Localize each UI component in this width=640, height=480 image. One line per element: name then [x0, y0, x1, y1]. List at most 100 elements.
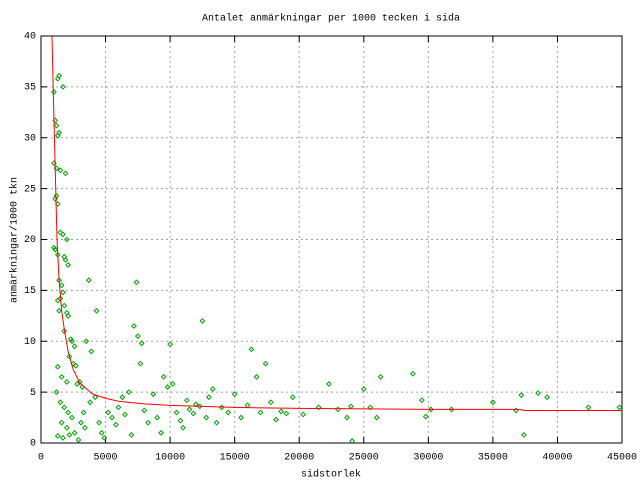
data-point [377, 373, 384, 380]
data-point [180, 424, 186, 431]
data-point [133, 279, 140, 286]
x-tick-label: 45000 [607, 453, 637, 464]
data-point [422, 413, 429, 420]
data-point [101, 435, 108, 441]
data-point [535, 390, 541, 397]
x-tick-label: 20000 [284, 453, 314, 464]
data-point [67, 336, 74, 343]
data-point [160, 373, 167, 380]
x-tick-label: 25000 [349, 453, 379, 464]
y-tick-label: 30 [24, 133, 36, 144]
data-point [60, 289, 66, 296]
data-point [63, 379, 70, 385]
data-point [53, 192, 60, 199]
data-point [81, 424, 88, 431]
data-point [145, 419, 152, 426]
data-point [278, 408, 285, 415]
data-point [169, 381, 176, 387]
data-point [513, 407, 520, 414]
data-point [273, 416, 279, 423]
data-point [489, 399, 496, 406]
data-point [326, 381, 332, 387]
data-point [177, 417, 184, 424]
data-point [105, 409, 112, 416]
data-point [262, 360, 269, 367]
data-point [88, 348, 95, 355]
data-point [253, 373, 260, 380]
data-point [57, 399, 64, 406]
data-point [87, 399, 93, 406]
data-point [520, 431, 527, 438]
data-point [56, 72, 62, 79]
data-point [60, 435, 66, 441]
data-point [289, 394, 296, 401]
data-point [349, 438, 356, 444]
data-point [58, 373, 65, 380]
data-point [367, 404, 374, 411]
data-point [360, 386, 367, 392]
data-point [71, 343, 78, 350]
data-point [63, 236, 70, 243]
data-point [134, 333, 141, 340]
data-point [54, 432, 61, 439]
x-axis-label: sidstorlek [301, 469, 361, 480]
data-point [109, 414, 115, 421]
plot-frame [40, 35, 623, 444]
data-point [54, 297, 61, 304]
data-point [58, 282, 65, 289]
data-point [58, 419, 65, 426]
y-tick-label: 25 [24, 184, 36, 195]
data-point [128, 431, 135, 438]
data-point [85, 277, 92, 284]
data-point [122, 411, 128, 418]
data-point [167, 341, 174, 348]
data-point [96, 419, 103, 426]
x-tick-label: 5000 [94, 453, 118, 464]
y-tick-label: 40 [24, 32, 36, 43]
data-point [190, 410, 197, 417]
data-point [63, 424, 70, 431]
data-point [66, 431, 73, 438]
data-point [76, 379, 83, 385]
y-axis-label: anmärkningar/1000 tkn [9, 177, 21, 303]
x-tick-label: 10000 [155, 453, 185, 464]
x-tick-label: 40000 [542, 453, 572, 464]
data-point [52, 246, 59, 253]
data-point [69, 414, 75, 421]
data-point [209, 386, 216, 392]
data-point [66, 353, 73, 360]
chart-title: Antalet anmärkningar per 1000 tecken i s… [202, 13, 460, 25]
data-point [225, 409, 232, 416]
data-point [154, 414, 161, 421]
data-point [75, 437, 82, 443]
data-point [283, 410, 290, 417]
data-point [347, 403, 354, 410]
data-point [164, 384, 171, 390]
x-tick-label: 30000 [413, 453, 443, 464]
data-point [65, 312, 72, 319]
data-point [267, 399, 274, 406]
y-tick-label: 35 [24, 83, 36, 94]
data-point [125, 389, 132, 396]
y-tick-label: 10 [24, 337, 36, 348]
data-point [173, 409, 180, 416]
data-point [98, 429, 105, 436]
data-point [115, 404, 122, 411]
data-point [518, 392, 525, 399]
data-point [53, 122, 60, 129]
data-point [131, 323, 137, 329]
data-point [231, 391, 238, 398]
data-point [248, 346, 255, 353]
fit-line [51, 35, 622, 411]
data-point [57, 167, 64, 174]
data-point [60, 83, 66, 90]
data-point [203, 414, 210, 421]
data-point [186, 406, 193, 413]
y-tick-label: 5 [30, 388, 36, 399]
data-point [54, 363, 61, 370]
data-point [213, 419, 220, 426]
data-point [80, 409, 87, 416]
data-point [150, 391, 157, 398]
data-point [69, 338, 75, 345]
